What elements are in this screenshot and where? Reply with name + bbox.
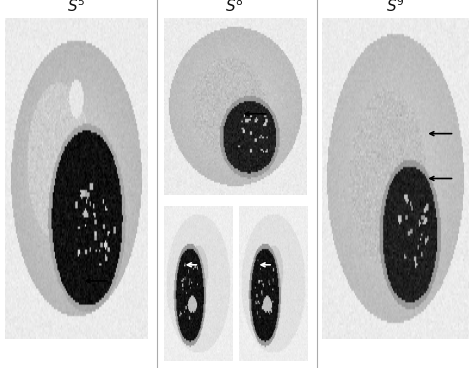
Text: $S^9$: $S^9$ — [386, 0, 405, 15]
Text: $S^8$: $S^8$ — [225, 0, 244, 15]
Text: $S^5$: $S^5$ — [66, 0, 85, 15]
